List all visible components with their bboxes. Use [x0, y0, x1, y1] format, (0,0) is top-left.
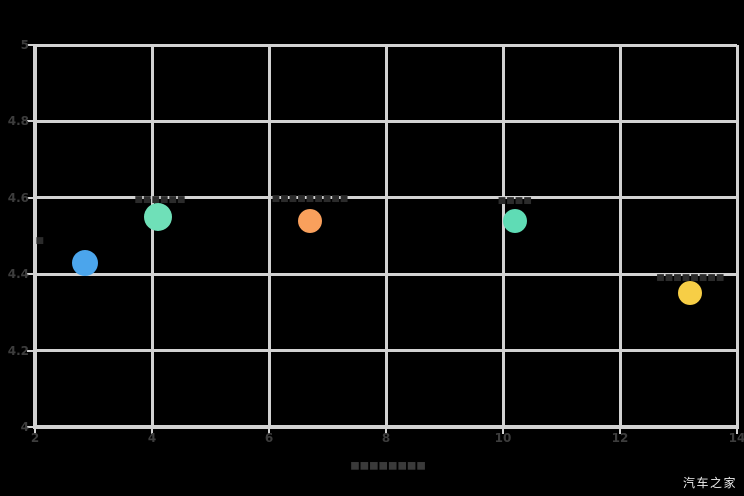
- scatter-point: [71, 249, 98, 276]
- x-tick-label: 8: [381, 431, 391, 445]
- x-tick-label: 14: [728, 431, 744, 445]
- point-label-illegible: ■■■■■■■■■: [271, 193, 349, 204]
- point-label-illegible: ■■■■: [497, 195, 532, 206]
- point-label-illegible: ■■■■■■■■: [656, 273, 725, 284]
- x-tick-label: 6: [264, 431, 274, 445]
- x-tick: [736, 429, 738, 434]
- point-label-illegible: ■: [35, 235, 44, 246]
- x-tick-label: 10: [494, 431, 512, 445]
- y-tick: [27, 44, 35, 46]
- y-tick-label: 5: [20, 38, 29, 52]
- v-gridline: [150, 45, 154, 427]
- scatter-point: [143, 202, 172, 231]
- x-tick: [385, 429, 387, 434]
- v-gridline: [735, 45, 739, 427]
- y-tick-label: 4.4: [7, 267, 29, 282]
- y-tick-label: 4: [20, 420, 29, 434]
- x-tick: [268, 429, 270, 434]
- y-tick: [27, 120, 35, 123]
- v-gridline: [618, 45, 622, 427]
- v-gridline: [501, 45, 505, 427]
- y-tick: [27, 426, 35, 428]
- y-axis-line: [33, 45, 37, 429]
- scatter-point: [297, 208, 322, 233]
- y-tick: [27, 349, 35, 352]
- x-tick-label: 12: [611, 431, 629, 445]
- x-tick-label: 4: [147, 431, 157, 445]
- scatter-point: [678, 281, 703, 306]
- x-tick-label: 2: [30, 431, 40, 445]
- y-tick-label: 4.6: [7, 190, 29, 205]
- v-gridline: [267, 45, 271, 427]
- x-tick: [34, 429, 36, 434]
- v-gridline: [384, 45, 388, 427]
- watermark-autohome: 汽车之家: [682, 476, 737, 490]
- y-tick-label: 4.2: [7, 343, 29, 358]
- x-tick: [619, 429, 621, 434]
- y-tick: [27, 273, 35, 276]
- x-tick: [502, 429, 504, 434]
- x-axis-line: [33, 425, 739, 429]
- point-label-illegible: ■■■■■■: [134, 194, 186, 205]
- y-tick-label: 4.8: [7, 114, 29, 129]
- scatter-point: [502, 208, 527, 233]
- x-axis-title: ■■■■■■■■: [350, 460, 426, 472]
- y-tick: [27, 196, 35, 199]
- x-tick: [151, 429, 153, 434]
